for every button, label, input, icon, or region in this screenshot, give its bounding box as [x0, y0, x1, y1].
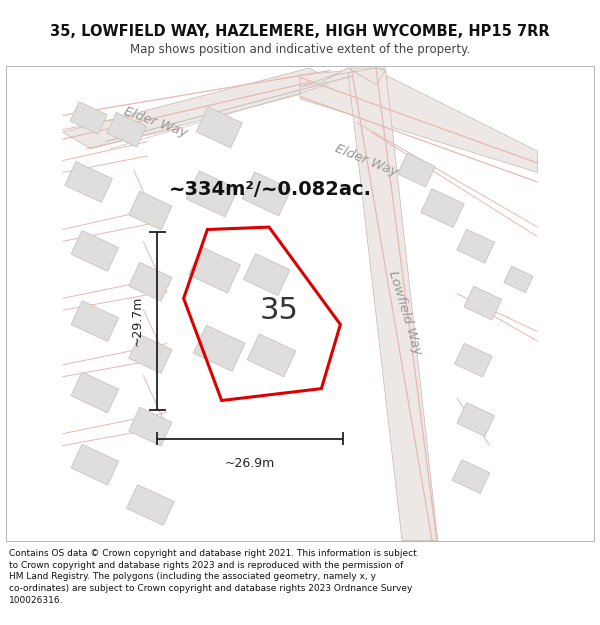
- Polygon shape: [71, 301, 119, 341]
- Polygon shape: [300, 68, 386, 87]
- Polygon shape: [65, 162, 112, 202]
- Polygon shape: [107, 112, 146, 147]
- Text: ~29.7m: ~29.7m: [130, 296, 143, 346]
- Text: 35, LOWFIELD WAY, HAZLEMERE, HIGH WYCOMBE, HP15 7RR: 35, LOWFIELD WAY, HAZLEMERE, HIGH WYCOMB…: [50, 24, 550, 39]
- Polygon shape: [129, 262, 172, 301]
- Polygon shape: [300, 68, 538, 173]
- Polygon shape: [504, 266, 533, 292]
- Polygon shape: [455, 343, 492, 377]
- Polygon shape: [452, 459, 490, 493]
- Polygon shape: [244, 254, 290, 296]
- Polygon shape: [398, 153, 435, 187]
- Text: Elder Way: Elder Way: [333, 142, 400, 179]
- Polygon shape: [421, 189, 464, 228]
- Text: 35: 35: [259, 296, 298, 325]
- Polygon shape: [196, 107, 242, 148]
- Polygon shape: [247, 334, 296, 377]
- Text: Contains OS data © Crown copyright and database right 2021. This information is : Contains OS data © Crown copyright and d…: [9, 549, 417, 605]
- Polygon shape: [129, 191, 172, 230]
- Polygon shape: [457, 229, 494, 263]
- Polygon shape: [464, 286, 502, 320]
- Polygon shape: [186, 171, 238, 217]
- Text: ~334m²/~0.082ac.: ~334m²/~0.082ac.: [169, 179, 373, 199]
- Polygon shape: [193, 325, 245, 371]
- Text: Map shows position and indicative extent of the property.: Map shows position and indicative extent…: [130, 43, 470, 56]
- Polygon shape: [71, 372, 119, 413]
- Text: Lowfield Way: Lowfield Way: [386, 269, 424, 356]
- Polygon shape: [62, 68, 338, 149]
- Polygon shape: [242, 172, 291, 216]
- Text: Elder Way: Elder Way: [122, 105, 188, 140]
- Polygon shape: [71, 444, 119, 485]
- Polygon shape: [188, 247, 241, 293]
- Polygon shape: [70, 102, 107, 134]
- Polygon shape: [127, 484, 174, 526]
- Polygon shape: [129, 408, 172, 446]
- Polygon shape: [129, 334, 172, 373]
- Polygon shape: [71, 231, 119, 271]
- Text: ~26.9m: ~26.9m: [225, 456, 275, 469]
- Polygon shape: [457, 402, 494, 436]
- Polygon shape: [347, 68, 438, 541]
